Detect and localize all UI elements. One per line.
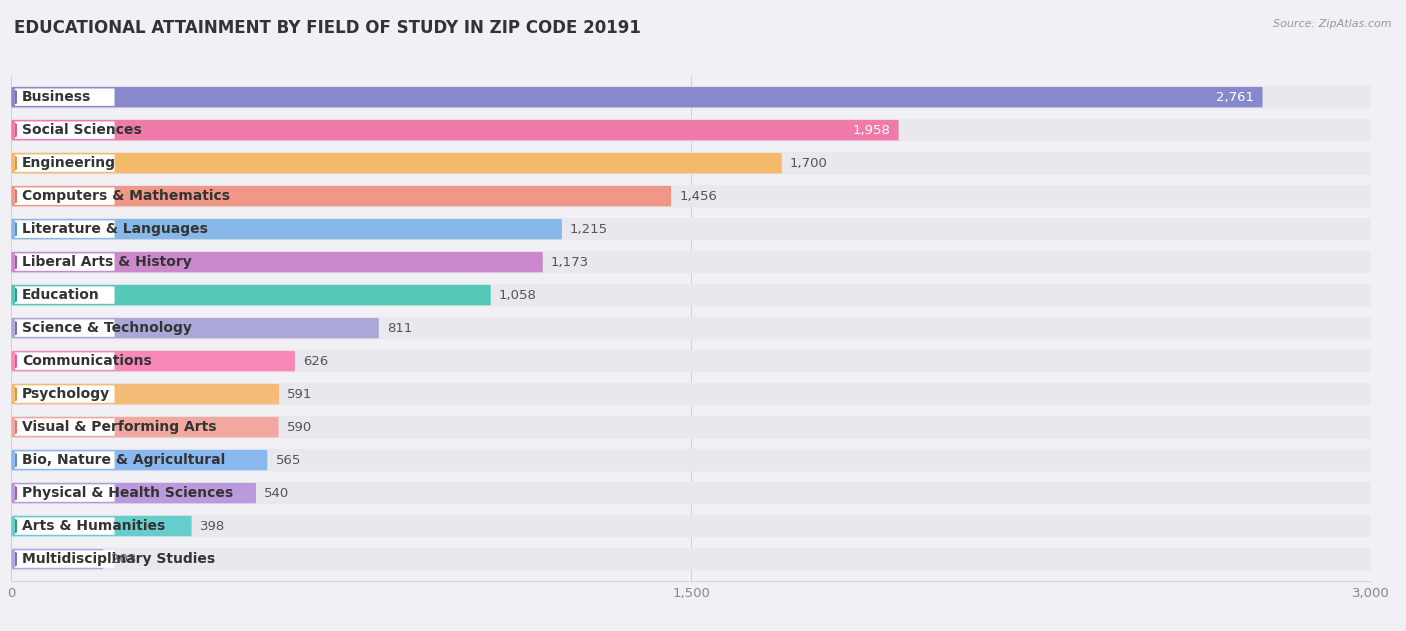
Text: Science & Technology: Science & Technology <box>22 321 193 335</box>
FancyBboxPatch shape <box>11 350 1371 372</box>
Text: Social Sciences: Social Sciences <box>22 123 142 137</box>
Text: 1,456: 1,456 <box>679 190 717 203</box>
Text: 1,215: 1,215 <box>569 223 609 235</box>
FancyBboxPatch shape <box>11 515 1371 538</box>
FancyBboxPatch shape <box>15 386 114 403</box>
FancyBboxPatch shape <box>11 251 1371 273</box>
Text: 203: 203 <box>111 553 136 565</box>
FancyBboxPatch shape <box>15 550 114 568</box>
FancyBboxPatch shape <box>11 549 103 569</box>
FancyBboxPatch shape <box>11 483 256 504</box>
FancyBboxPatch shape <box>15 121 114 139</box>
FancyBboxPatch shape <box>11 185 1371 208</box>
FancyBboxPatch shape <box>11 351 295 371</box>
FancyBboxPatch shape <box>11 153 782 174</box>
FancyBboxPatch shape <box>11 252 543 273</box>
FancyBboxPatch shape <box>11 86 1371 109</box>
FancyBboxPatch shape <box>11 384 278 404</box>
FancyBboxPatch shape <box>11 516 191 536</box>
Text: Business: Business <box>22 90 91 104</box>
Text: EDUCATIONAL ATTAINMENT BY FIELD OF STUDY IN ZIP CODE 20191: EDUCATIONAL ATTAINMENT BY FIELD OF STUDY… <box>14 19 641 37</box>
FancyBboxPatch shape <box>15 418 114 436</box>
Text: Engineering: Engineering <box>22 156 117 170</box>
Text: 591: 591 <box>287 387 312 401</box>
Text: 590: 590 <box>287 421 312 433</box>
FancyBboxPatch shape <box>11 152 1371 174</box>
FancyBboxPatch shape <box>15 353 114 370</box>
FancyBboxPatch shape <box>15 88 114 106</box>
FancyBboxPatch shape <box>15 155 114 172</box>
Text: 540: 540 <box>264 487 290 500</box>
Text: 1,700: 1,700 <box>790 156 828 170</box>
FancyBboxPatch shape <box>11 416 1371 439</box>
FancyBboxPatch shape <box>15 451 114 469</box>
FancyBboxPatch shape <box>11 119 1371 141</box>
Text: Communications: Communications <box>22 354 152 368</box>
Text: 626: 626 <box>304 355 329 368</box>
FancyBboxPatch shape <box>11 120 898 140</box>
Text: 398: 398 <box>200 519 225 533</box>
FancyBboxPatch shape <box>11 285 491 305</box>
FancyBboxPatch shape <box>11 317 1371 339</box>
FancyBboxPatch shape <box>11 219 562 239</box>
FancyBboxPatch shape <box>15 286 114 304</box>
FancyBboxPatch shape <box>11 186 671 206</box>
FancyBboxPatch shape <box>11 548 1371 570</box>
FancyBboxPatch shape <box>11 450 267 470</box>
Text: Psychology: Psychology <box>22 387 110 401</box>
Text: Multidisciplinary Studies: Multidisciplinary Studies <box>22 552 215 566</box>
Text: Arts & Humanities: Arts & Humanities <box>22 519 166 533</box>
Text: Education: Education <box>22 288 100 302</box>
FancyBboxPatch shape <box>15 220 114 238</box>
Text: Computers & Mathematics: Computers & Mathematics <box>22 189 231 203</box>
Text: 1,173: 1,173 <box>551 256 589 269</box>
Text: Visual & Performing Arts: Visual & Performing Arts <box>22 420 217 434</box>
Text: Source: ZipAtlas.com: Source: ZipAtlas.com <box>1274 19 1392 29</box>
Text: Bio, Nature & Agricultural: Bio, Nature & Agricultural <box>22 453 225 467</box>
Text: 1,958: 1,958 <box>852 124 890 137</box>
Text: 811: 811 <box>387 322 412 334</box>
FancyBboxPatch shape <box>11 383 1371 405</box>
FancyBboxPatch shape <box>15 254 114 271</box>
Text: Liberal Arts & History: Liberal Arts & History <box>22 255 191 269</box>
FancyBboxPatch shape <box>11 87 1263 107</box>
FancyBboxPatch shape <box>15 517 114 535</box>
Text: Literature & Languages: Literature & Languages <box>22 222 208 236</box>
FancyBboxPatch shape <box>11 417 278 437</box>
FancyBboxPatch shape <box>11 318 378 338</box>
Text: 1,058: 1,058 <box>499 288 537 302</box>
Text: 565: 565 <box>276 454 301 466</box>
FancyBboxPatch shape <box>11 218 1371 240</box>
FancyBboxPatch shape <box>15 187 114 205</box>
FancyBboxPatch shape <box>11 284 1371 306</box>
Text: 2,761: 2,761 <box>1216 91 1254 103</box>
FancyBboxPatch shape <box>15 485 114 502</box>
FancyBboxPatch shape <box>11 482 1371 504</box>
Text: Physical & Health Sciences: Physical & Health Sciences <box>22 486 233 500</box>
FancyBboxPatch shape <box>15 319 114 337</box>
FancyBboxPatch shape <box>11 449 1371 471</box>
